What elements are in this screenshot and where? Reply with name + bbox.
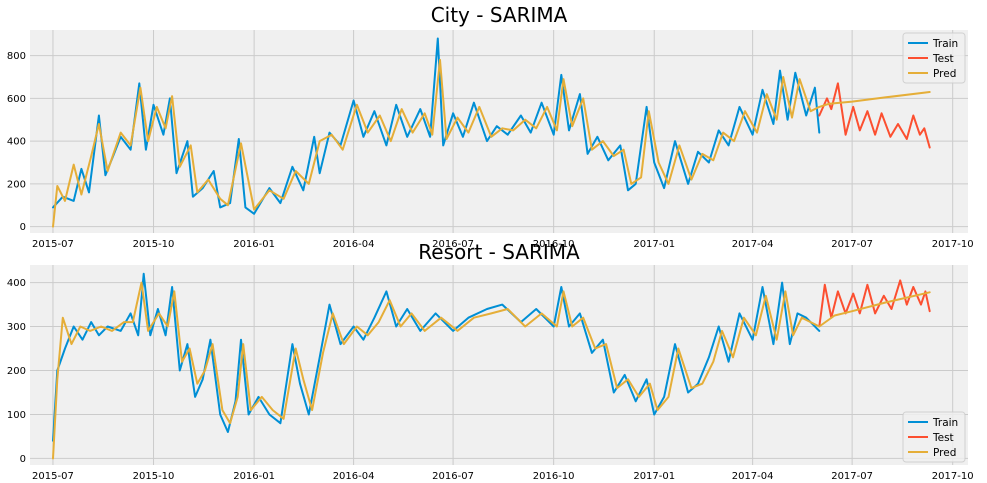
y-tick-label: 300 <box>7 322 26 333</box>
city-y-tick-labels: 0 200 400 600 800 <box>7 51 26 233</box>
legend-label-pred: Pred <box>933 447 956 459</box>
x-tick-label: 2017-04 <box>732 239 774 250</box>
y-tick-label: 100 <box>7 410 26 421</box>
resort-y-tick-labels: 0 100 200 300 400 <box>7 278 26 465</box>
city-chart-title: City - SARIMA <box>431 3 568 27</box>
legend-label-test: Test <box>932 432 954 444</box>
y-tick-label: 200 <box>7 366 26 377</box>
legend-label-test: Test <box>932 53 954 65</box>
x-tick-label: 2015-10 <box>133 239 175 250</box>
x-tick-label: 2017-04 <box>732 471 774 482</box>
series-line-pred <box>52 281 931 460</box>
x-tick-label: 2016-01 <box>233 471 275 482</box>
x-tick-label: 2015-07 <box>32 239 74 250</box>
y-tick-label: 0 <box>20 454 26 465</box>
x-tick-label: 2017-10 <box>932 239 974 250</box>
x-tick-label: 2017-10 <box>932 471 974 482</box>
y-tick-label: 800 <box>7 51 26 62</box>
resort-x-tick-labels: 2015-07 2015-10 2016-01 2016-04 2016-07 2016-… <box>32 471 974 482</box>
resort-chart-panel: 2015-07 2015-10 2016-01 2016-04 2016-07 2016-… <box>7 240 974 482</box>
legend-label-train: Train <box>932 417 958 429</box>
resort-chart-title: Resort - SARIMA <box>418 240 580 264</box>
x-tick-label: 2016-04 <box>333 239 375 250</box>
x-tick-label: 2016-04 <box>333 471 375 482</box>
resort-plot-area <box>30 265 968 465</box>
y-tick-label: 400 <box>7 137 26 148</box>
city-chart-panel: 2015-07 2015-10 2016-01 2016-04 2016-07 2016-… <box>7 3 974 250</box>
x-tick-label: 2017-07 <box>831 471 873 482</box>
x-tick-label: 2015-10 <box>133 471 175 482</box>
legend-label-pred: Pred <box>933 68 956 80</box>
y-tick-label: 400 <box>7 278 26 289</box>
series-line-test <box>818 82 931 149</box>
series-line-test <box>818 279 931 328</box>
resort-series-group <box>52 272 931 460</box>
x-tick-label: 2016-01 <box>233 239 275 250</box>
legend-frame <box>902 32 966 84</box>
x-tick-label: 2017-01 <box>633 239 675 250</box>
x-tick-label: 2017-07 <box>831 239 873 250</box>
city-x-tick-labels: 2015-07 2015-10 2016-01 2016-04 2016-07 2016-… <box>32 239 974 250</box>
resort-legend: Train Test Pred <box>902 411 966 463</box>
resort-grid <box>30 265 968 465</box>
x-tick-label: 2016-07 <box>432 471 474 482</box>
legend-frame <box>902 411 966 463</box>
series-line-pred <box>52 58 931 228</box>
x-tick-label: 2017-01 <box>633 471 675 482</box>
x-tick-label: 2016-10 <box>533 471 575 482</box>
x-tick-label: 2016-07 <box>432 239 474 250</box>
legend-label-train: Train <box>932 38 958 50</box>
y-tick-label: 600 <box>7 94 26 105</box>
city-series-group <box>52 37 931 228</box>
x-tick-label: 2016-10 <box>533 239 575 250</box>
y-tick-label: 200 <box>7 179 26 190</box>
y-tick-label: 0 <box>20 222 26 233</box>
x-tick-label: 2015-07 <box>32 471 74 482</box>
city-legend: Train Test Pred <box>902 32 966 84</box>
series-line-train <box>52 37 821 215</box>
city-grid <box>30 30 968 233</box>
